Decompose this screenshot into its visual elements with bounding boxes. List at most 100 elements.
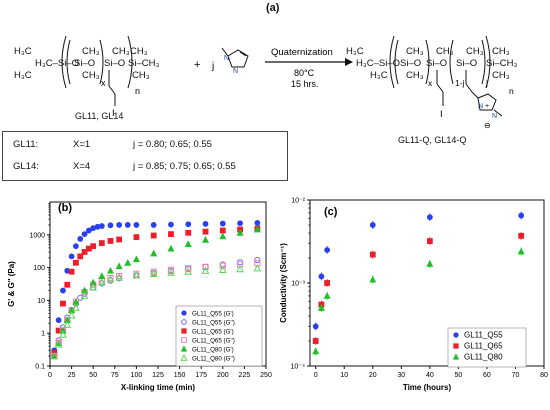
- data-point: [236, 228, 244, 236]
- product-caption: GL11-Q, GL14-Q: [398, 135, 467, 145]
- legend-label: GL11_Q65 (G''): [192, 338, 235, 345]
- legend-box: [175, 305, 263, 367]
- data-point: [253, 225, 261, 233]
- x-tick-label: 225: [239, 372, 251, 379]
- data-point: [150, 232, 157, 239]
- data-point: [369, 222, 376, 228]
- reactant-sub-x: x: [101, 78, 106, 88]
- data-point: [167, 244, 175, 252]
- data-point: [98, 272, 106, 280]
- legend-label: GL11_Q80 (G''): [192, 356, 235, 363]
- data-point: [369, 275, 377, 283]
- x-tick-label: 20: [369, 372, 377, 379]
- svg-text:H₃C–Si–O: H₃C–Si–O: [356, 58, 400, 69]
- svg-text:Si–O: Si–O: [456, 58, 477, 69]
- data-point: [184, 240, 192, 248]
- data-point: [517, 247, 525, 255]
- svg-text:Si–O: Si–O: [426, 58, 447, 69]
- x-tick-label: 60: [483, 372, 491, 379]
- data-point: [132, 271, 141, 279]
- y-tick-label: 10⁻³: [291, 281, 305, 288]
- x-tick-label: 10: [340, 372, 348, 379]
- svg-text:CH₃: CH₃: [492, 46, 510, 57]
- data-point: [236, 261, 244, 268]
- data-point: [312, 338, 319, 344]
- data-point: [72, 303, 80, 311]
- panel-a-label: (a): [266, 2, 280, 14]
- legend-label: GL11_Q65 (G'): [192, 329, 234, 336]
- svg-text:N: N: [492, 113, 497, 120]
- methylimidazole-structure: [221, 47, 249, 68]
- svg-text:CH₃: CH₃: [492, 70, 510, 81]
- data-point: [426, 260, 434, 267]
- data-point: [107, 222, 114, 229]
- legend-marker: [180, 353, 188, 361]
- y-tick-label: 1: [41, 331, 45, 338]
- data-point: [324, 280, 331, 286]
- legend-marker: [181, 328, 187, 334]
- data-point: [218, 265, 227, 274]
- data-point: [77, 235, 84, 242]
- data-point: [254, 256, 261, 264]
- data-point: [116, 236, 123, 243]
- data-point: [68, 253, 75, 260]
- data-point: [116, 222, 123, 228]
- conductivity-chart: (c) 0 10 20 30 40 50 60 70 80 10⁻⁴ 10⁻³ 10⁻² Time (h…: [279, 198, 548, 393]
- data-point: [202, 236, 210, 243]
- x-axis-label: Time (hours): [403, 383, 452, 392]
- product-cation-charge: +: [485, 103, 489, 110]
- svg-text:CH₃: CH₃: [406, 46, 424, 57]
- legend-label: GL11_Q80 (G'): [192, 347, 234, 354]
- data-point: [254, 220, 261, 226]
- x-tick-label: 30: [397, 372, 405, 379]
- data-point: [219, 227, 226, 234]
- svg-text:CH₃: CH₃: [130, 46, 148, 57]
- data-point: [219, 220, 226, 227]
- data-point: [132, 255, 140, 263]
- x-tick-label: 150: [174, 372, 186, 379]
- x-tick-label: 0: [314, 372, 318, 379]
- svg-text:CH₃: CH₃: [112, 46, 130, 57]
- data-point: [54, 340, 63, 348]
- svg-text:Si–O: Si–O: [74, 58, 95, 69]
- data-point: [185, 265, 192, 272]
- data-point: [150, 268, 157, 275]
- x-tick-label: 50: [89, 372, 97, 379]
- y-tick-label: 1000: [29, 232, 45, 239]
- legend-label: GL11_Q65: [464, 342, 503, 351]
- data-point: [124, 258, 132, 266]
- data-point: [50, 351, 59, 360]
- data-point: [317, 304, 325, 311]
- legend-marker: [180, 345, 188, 352]
- reagent-coeff: j: [211, 61, 214, 72]
- x-tick-label: 50: [454, 372, 462, 379]
- data-point: [73, 259, 79, 266]
- data-point: [318, 273, 325, 280]
- reactant-caption: GL11, GL14: [75, 111, 124, 121]
- y-axis-label: G' & G'' (Pa): [7, 261, 16, 307]
- legend-marker: [181, 310, 187, 316]
- data-point: [253, 264, 262, 272]
- data-point: [64, 281, 71, 288]
- data-point: [81, 231, 88, 238]
- data-point: [59, 326, 67, 334]
- legend-label: GL11_Q55 (G''): [192, 320, 235, 327]
- legend-label: GL11_Q80: [464, 353, 503, 362]
- data-point: [369, 251, 376, 258]
- svg-text:N: N: [233, 68, 238, 75]
- plus-sign: +: [194, 59, 200, 71]
- x-tick-label: 0: [48, 372, 52, 379]
- svg-text:CH₃: CH₃: [466, 46, 484, 57]
- data-point: [90, 243, 97, 250]
- data-point: [98, 240, 105, 246]
- y-tick-label: 10⁻⁴: [291, 364, 306, 371]
- product-iodide: I: [440, 109, 443, 120]
- data-point: [55, 317, 62, 324]
- reaction-scheme: H₃C H₃C–Si–O H₃C CH₃ Si–O CH₃ CH₃ Si–O C…: [14, 35, 517, 130]
- data-point: [323, 292, 331, 299]
- data-point: [106, 266, 114, 274]
- reactant-sub-n: n: [135, 86, 140, 96]
- product-anion-charge: ⊖: [484, 121, 491, 130]
- data-point: [202, 228, 209, 235]
- data-point: [124, 222, 131, 228]
